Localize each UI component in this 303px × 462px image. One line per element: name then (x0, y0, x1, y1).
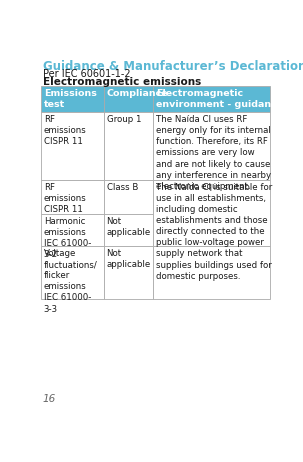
Bar (104, 180, 153, 214)
Bar (104, 246, 153, 299)
Bar (153, 112, 270, 180)
Bar (41, 246, 104, 299)
Text: Not
applicable: Not applicable (107, 249, 151, 269)
Bar (104, 214, 153, 246)
Text: Class B: Class B (107, 183, 138, 192)
Text: RF
emissions
CISPR 11: RF emissions CISPR 11 (44, 183, 86, 214)
Text: Group 1: Group 1 (107, 115, 141, 124)
Bar (153, 180, 270, 246)
Text: Guidance & Manufacturer’s Declaration: Guidance & Manufacturer’s Declaration (42, 60, 303, 73)
Bar (41, 180, 104, 214)
Text: RF
emissions
CISPR 11: RF emissions CISPR 11 (44, 115, 86, 146)
Bar (153, 246, 270, 299)
Text: Harmonic
emissions
IEC 61000-
3-2: Harmonic emissions IEC 61000- 3-2 (44, 217, 91, 259)
Text: Per IEC 60601-1-2: Per IEC 60601-1-2 (42, 68, 130, 79)
Text: 16: 16 (42, 394, 56, 404)
Bar (41, 86, 104, 112)
Text: Electromagnetic
environment - guidance: Electromagnetic environment - guidance (156, 89, 283, 109)
Text: The Naída CI is suitable for
use in all establishments,
including domestic
estab: The Naída CI is suitable for use in all … (156, 183, 272, 281)
Text: Compliance: Compliance (107, 89, 168, 98)
Bar (153, 86, 270, 112)
Text: Not
applicable: Not applicable (107, 217, 151, 237)
Text: Electromagnetic emissions: Electromagnetic emissions (42, 77, 201, 87)
Text: The Naída CI uses RF
energy only for its internal
function. Therefore, its RF
em: The Naída CI uses RF energy only for its… (156, 115, 271, 191)
Bar (41, 214, 104, 246)
Bar (104, 86, 153, 112)
Bar (104, 112, 153, 180)
Bar (41, 112, 104, 180)
Text: Emissions
test: Emissions test (44, 89, 97, 109)
Text: Voltage
fluctuations/
flicker
emissions
IEC 61000-
3-3: Voltage fluctuations/ flicker emissions … (44, 249, 98, 314)
